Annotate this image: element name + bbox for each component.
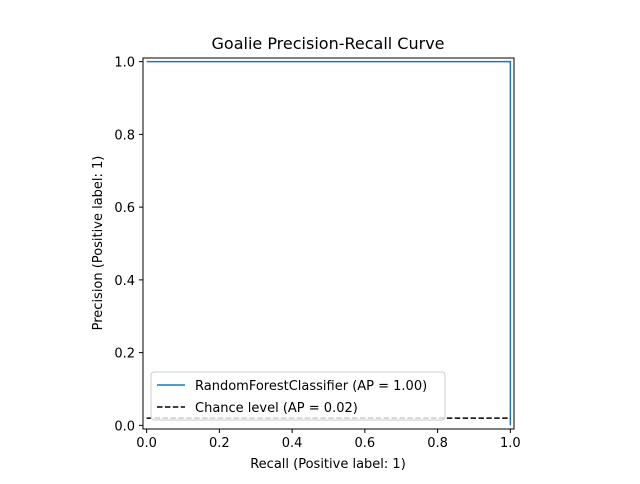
- x-axis-label: Recall (Positive label: 1): [250, 457, 406, 472]
- legend: RandomForestClassifier (AP = 1.00) Chanc…: [150, 371, 446, 421]
- y-tick-label: 0.4: [114, 274, 135, 289]
- x-tick-label: 1.0: [500, 436, 521, 451]
- y-axis-label: Precision (Positive label: 1): [91, 156, 106, 331]
- legend-box: [150, 371, 446, 421]
- x-tick-label: 0.0: [136, 436, 157, 451]
- axis-ticks: 0.0 0.2 0.4 0.6 0.8 1.0 0.0 0.2 0.4 0.6 0.8 1.0: [114, 56, 520, 451]
- x-tick-label: 0.2: [209, 436, 230, 451]
- y-tick-label: 0.8: [114, 128, 135, 143]
- x-tick-label: 0.8: [427, 436, 448, 451]
- axes-frame: [142, 57, 515, 430]
- chart-title: Goalie Precision-Recall Curve: [212, 34, 445, 53]
- x-tick-label: 0.4: [282, 436, 303, 451]
- y-tick-label: 0.6: [114, 201, 135, 216]
- y-tick-label: 1.0: [114, 56, 135, 71]
- random-forest-curve: [146, 60, 512, 426]
- legend-label-random-forest: RandomForestClassifier (AP = 1.00): [195, 379, 427, 394]
- x-tick-label: 0.6: [355, 436, 376, 451]
- y-tick-label: 0.0: [114, 419, 135, 434]
- legend-label-chance-level: Chance level (AP = 0.02): [195, 401, 358, 416]
- y-tick-label: 0.2: [114, 347, 135, 362]
